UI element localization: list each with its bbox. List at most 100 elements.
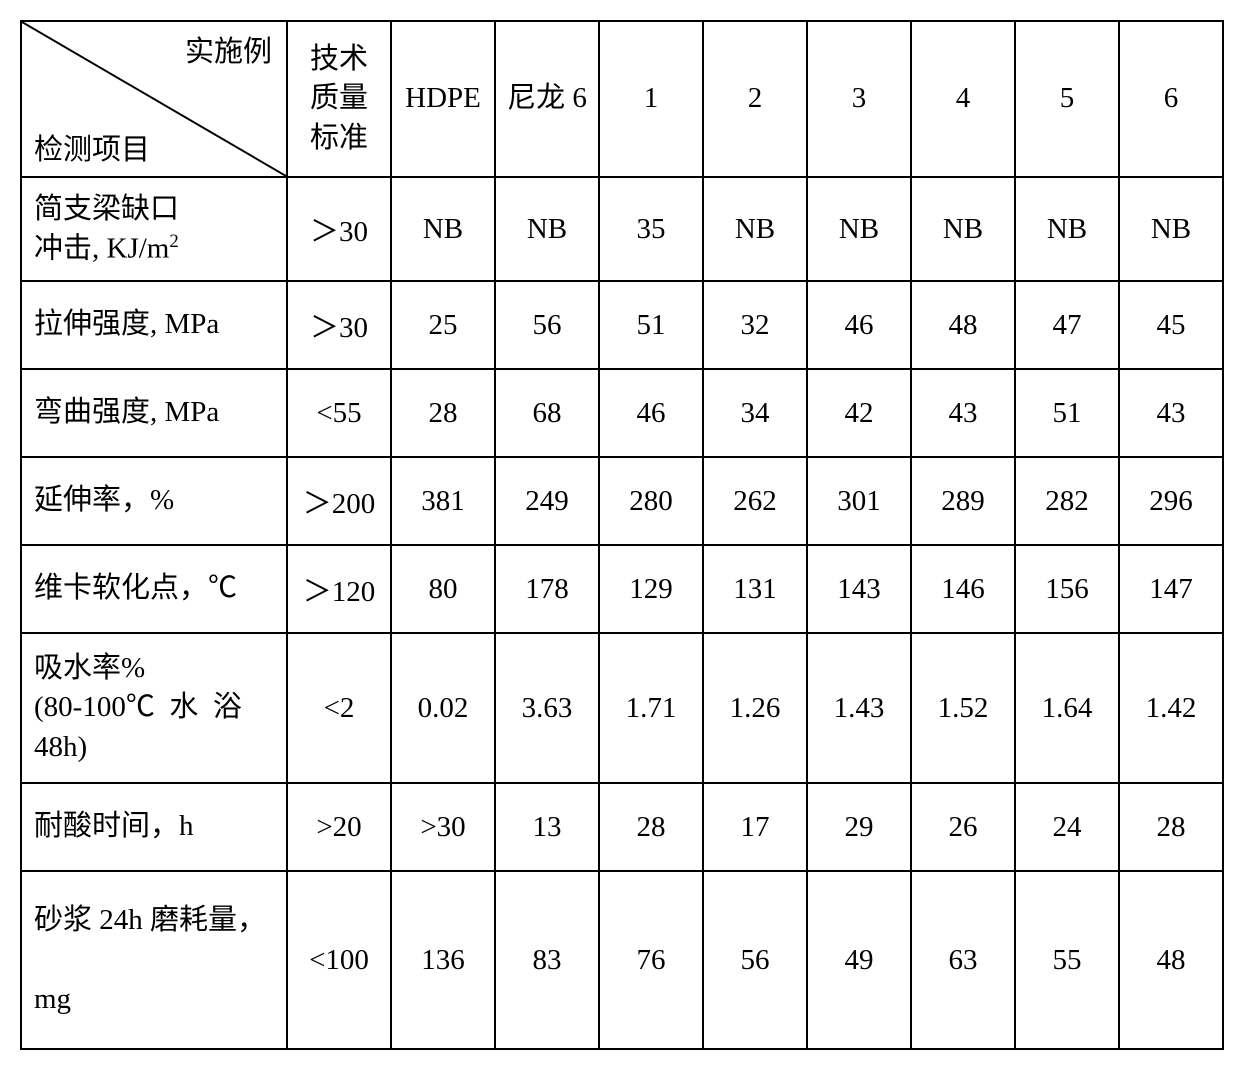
cell: 131	[703, 545, 807, 633]
table-row: 弯曲强度, MPa<552868463442435143	[21, 369, 1223, 457]
cell: 24	[1015, 783, 1119, 871]
cell: 76	[599, 871, 703, 1049]
cell: <2	[287, 633, 391, 783]
cell: 48	[1119, 871, 1223, 1049]
cell: 147	[1119, 545, 1223, 633]
cell: 0.02	[391, 633, 495, 783]
table-row: 维卡软化点，℃＞12080178129131143146156147	[21, 545, 1223, 633]
col-header-standard: 技术质量标准	[287, 21, 391, 177]
cell: 129	[599, 545, 703, 633]
row-label-flex: 弯曲强度, MPa	[21, 369, 287, 457]
data-table: 实施例 检测项目 技术质量标准 HDPE 尼龙 6 1 2 3 4 5 6 简支…	[20, 20, 1224, 1050]
cell: 29	[807, 783, 911, 871]
table-row: 耐酸时间，h>20>3013281729262428	[21, 783, 1223, 871]
cell: 43	[911, 369, 1015, 457]
cell: 83	[495, 871, 599, 1049]
cell: 301	[807, 457, 911, 545]
col-header-1: 1	[599, 21, 703, 177]
cell: 47	[1015, 281, 1119, 369]
cell: 1.52	[911, 633, 1015, 783]
row-label-water: 吸水率%(80-100℃ 水 浴48h)	[21, 633, 287, 783]
cell: >30	[391, 783, 495, 871]
table-row: 拉伸强度, MPa＞302556513246484745	[21, 281, 1223, 369]
cell: 1.71	[599, 633, 703, 783]
cell: 1.64	[1015, 633, 1119, 783]
col-header-2: 2	[703, 21, 807, 177]
cell: <100	[287, 871, 391, 1049]
cell: 56	[703, 871, 807, 1049]
row-label-tensile: 拉伸强度, MPa	[21, 281, 287, 369]
table-row: 简支梁缺口冲击, KJ/m2＞30NBNB35NBNBNBNBNB	[21, 177, 1223, 281]
table-row: 砂浆 24h 磨耗量，mg<10013683765649635548	[21, 871, 1223, 1049]
cell: 25	[391, 281, 495, 369]
cell: 51	[599, 281, 703, 369]
cell: 80	[391, 545, 495, 633]
col-header-nylon6: 尼龙 6	[495, 21, 599, 177]
cell: 55	[1015, 871, 1119, 1049]
cell: 280	[599, 457, 703, 545]
cell: 143	[807, 545, 911, 633]
cell: 32	[703, 281, 807, 369]
cell: 136	[391, 871, 495, 1049]
row-label-impact: 简支梁缺口冲击, KJ/m2	[21, 177, 287, 281]
table-row: 吸水率%(80-100℃ 水 浴48h)<20.023.631.711.261.…	[21, 633, 1223, 783]
cell: 42	[807, 369, 911, 457]
cell: 28	[391, 369, 495, 457]
cell: NB	[495, 177, 599, 281]
cell: <55	[287, 369, 391, 457]
table-header-row: 实施例 检测项目 技术质量标准 HDPE 尼龙 6 1 2 3 4 5 6	[21, 21, 1223, 177]
cell: 46	[807, 281, 911, 369]
cell: 156	[1015, 545, 1119, 633]
row-label-acid: 耐酸时间，h	[21, 783, 287, 871]
row-label-vicat: 维卡软化点，℃	[21, 545, 287, 633]
cell: 49	[807, 871, 911, 1049]
cell: ＞30	[287, 177, 391, 281]
cell: 296	[1119, 457, 1223, 545]
cell: 262	[703, 457, 807, 545]
diag-bottom-label: 检测项目	[34, 126, 150, 168]
cell: 178	[495, 545, 599, 633]
diagonal-header-cell: 实施例 检测项目	[21, 21, 287, 177]
cell: NB	[391, 177, 495, 281]
diag-top-label: 实施例	[185, 28, 272, 70]
col-header-3: 3	[807, 21, 911, 177]
cell: >20	[287, 783, 391, 871]
cell: ＞200	[287, 457, 391, 545]
cell: 46	[599, 369, 703, 457]
cell: 289	[911, 457, 1015, 545]
cell: 146	[911, 545, 1015, 633]
cell: 68	[495, 369, 599, 457]
cell: 35	[599, 177, 703, 281]
cell: 282	[1015, 457, 1119, 545]
cell: ＞120	[287, 545, 391, 633]
cell: 13	[495, 783, 599, 871]
cell: 34	[703, 369, 807, 457]
row-label-elong: 延伸率，%	[21, 457, 287, 545]
cell: 48	[911, 281, 1015, 369]
cell: 43	[1119, 369, 1223, 457]
table-row: 延伸率，%＞200381249280262301289282296	[21, 457, 1223, 545]
cell: 51	[1015, 369, 1119, 457]
row-label-wear: 砂浆 24h 磨耗量，mg	[21, 871, 287, 1049]
cell: 249	[495, 457, 599, 545]
cell: NB	[703, 177, 807, 281]
cell: 45	[1119, 281, 1223, 369]
cell: NB	[911, 177, 1015, 281]
cell: 17	[703, 783, 807, 871]
cell: 1.26	[703, 633, 807, 783]
cell: 26	[911, 783, 1015, 871]
cell: 381	[391, 457, 495, 545]
col-header-5: 5	[1015, 21, 1119, 177]
cell: 63	[911, 871, 1015, 1049]
cell: ＞30	[287, 281, 391, 369]
cell: NB	[1119, 177, 1223, 281]
cell: 3.63	[495, 633, 599, 783]
cell: NB	[1015, 177, 1119, 281]
col-header-4: 4	[911, 21, 1015, 177]
cell: NB	[807, 177, 911, 281]
cell: 28	[599, 783, 703, 871]
col-header-6: 6	[1119, 21, 1223, 177]
table-body: 简支梁缺口冲击, KJ/m2＞30NBNB35NBNBNBNBNB拉伸强度, M…	[21, 177, 1223, 1049]
col-header-hdpe: HDPE	[391, 21, 495, 177]
cell: 1.43	[807, 633, 911, 783]
